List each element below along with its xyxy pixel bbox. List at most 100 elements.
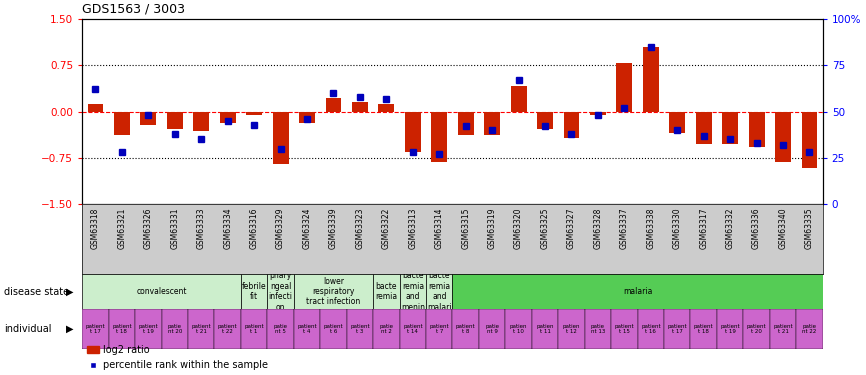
Text: patie
nt 5: patie nt 5 bbox=[274, 324, 288, 334]
Bar bbox=[378, 104, 394, 112]
Text: patient
t 7: patient t 7 bbox=[430, 324, 449, 334]
Text: GSM63331: GSM63331 bbox=[171, 208, 179, 249]
Text: GSM63328: GSM63328 bbox=[593, 208, 603, 249]
Text: GSM63332: GSM63332 bbox=[726, 208, 734, 249]
Text: GSM63322: GSM63322 bbox=[382, 208, 391, 249]
Bar bbox=[458, 112, 474, 135]
Bar bbox=[326, 98, 341, 112]
Bar bbox=[722, 112, 738, 144]
Text: febrile
fit: febrile fit bbox=[242, 282, 267, 301]
Text: GSM63333: GSM63333 bbox=[197, 208, 206, 249]
Text: patient
t 20: patient t 20 bbox=[746, 324, 766, 334]
Bar bbox=[717, 309, 743, 349]
Text: patient
t 17: patient t 17 bbox=[668, 324, 687, 334]
Bar bbox=[135, 309, 162, 349]
Text: bacte
remia
and
menin: bacte remia and menin bbox=[401, 272, 425, 312]
Bar bbox=[770, 309, 796, 349]
Bar bbox=[346, 309, 373, 349]
Text: patien
t 12: patien t 12 bbox=[563, 324, 580, 334]
Bar bbox=[664, 309, 690, 349]
Text: patient
t 21: patient t 21 bbox=[191, 324, 211, 334]
Text: patient
t 16: patient t 16 bbox=[641, 324, 661, 334]
Bar bbox=[452, 274, 823, 309]
Bar bbox=[215, 309, 241, 349]
Text: GSM63339: GSM63339 bbox=[329, 208, 338, 249]
Bar bbox=[484, 112, 500, 135]
Bar bbox=[775, 112, 791, 162]
Text: GSM63326: GSM63326 bbox=[144, 208, 153, 249]
Text: patient
t 17: patient t 17 bbox=[86, 324, 106, 334]
Bar bbox=[690, 309, 717, 349]
Bar bbox=[405, 112, 421, 152]
Bar bbox=[590, 112, 606, 115]
Text: GSM63317: GSM63317 bbox=[699, 208, 708, 249]
Bar bbox=[87, 104, 103, 112]
Text: GSM63340: GSM63340 bbox=[779, 208, 787, 249]
Text: patient
t 18: patient t 18 bbox=[694, 324, 714, 334]
Bar bbox=[431, 112, 447, 162]
Text: GSM63327: GSM63327 bbox=[567, 208, 576, 249]
Bar bbox=[511, 86, 527, 112]
Text: bacte
remia: bacte remia bbox=[375, 282, 397, 301]
Bar bbox=[273, 112, 288, 164]
Text: GSM63319: GSM63319 bbox=[488, 208, 496, 249]
Text: GSM63330: GSM63330 bbox=[673, 208, 682, 249]
Bar bbox=[373, 274, 399, 309]
Bar bbox=[643, 46, 659, 112]
Text: GSM63338: GSM63338 bbox=[646, 208, 656, 249]
Bar bbox=[162, 309, 188, 349]
Bar bbox=[167, 112, 183, 129]
Bar bbox=[188, 309, 215, 349]
Text: GSM63321: GSM63321 bbox=[118, 208, 126, 249]
Bar bbox=[294, 274, 373, 309]
Text: GDS1563 / 3003: GDS1563 / 3003 bbox=[82, 2, 185, 15]
Text: patient
t 19: patient t 19 bbox=[721, 324, 740, 334]
Bar bbox=[220, 112, 236, 123]
Text: malaria: malaria bbox=[623, 287, 652, 296]
Bar bbox=[241, 274, 268, 309]
Bar bbox=[669, 112, 685, 133]
Bar bbox=[373, 309, 399, 349]
Text: GSM63315: GSM63315 bbox=[462, 208, 470, 249]
Bar bbox=[559, 309, 585, 349]
Text: patient
t 22: patient t 22 bbox=[218, 324, 237, 334]
Text: patient
t 6: patient t 6 bbox=[324, 324, 343, 334]
Bar bbox=[617, 63, 632, 112]
Bar bbox=[399, 309, 426, 349]
Bar bbox=[585, 309, 611, 349]
Text: GSM63320: GSM63320 bbox=[514, 208, 523, 249]
Bar bbox=[320, 309, 346, 349]
Bar bbox=[537, 112, 553, 129]
Text: bacte
remia
and
malari: bacte remia and malari bbox=[427, 272, 451, 312]
Text: GSM63336: GSM63336 bbox=[752, 208, 761, 249]
Bar bbox=[352, 102, 368, 112]
Bar bbox=[564, 112, 579, 138]
Text: ▶: ▶ bbox=[66, 324, 74, 334]
Bar bbox=[82, 309, 109, 349]
Bar bbox=[268, 274, 294, 309]
Bar bbox=[426, 274, 452, 309]
Text: phary
ngeal
infecti
on: phary ngeal infecti on bbox=[268, 272, 293, 312]
Text: GSM63313: GSM63313 bbox=[409, 208, 417, 249]
Bar bbox=[637, 309, 664, 349]
Text: GSM63334: GSM63334 bbox=[223, 208, 232, 249]
Text: patient
t 19: patient t 19 bbox=[139, 324, 158, 334]
Text: GSM63324: GSM63324 bbox=[302, 208, 312, 249]
Text: patient
t 18: patient t 18 bbox=[112, 324, 132, 334]
Text: patie
nt 2: patie nt 2 bbox=[379, 324, 393, 334]
Bar bbox=[748, 112, 765, 147]
Text: patient
t 1: patient t 1 bbox=[244, 324, 264, 334]
Text: patient
t 21: patient t 21 bbox=[773, 324, 793, 334]
Text: patient
t 15: patient t 15 bbox=[615, 324, 634, 334]
Text: GSM63316: GSM63316 bbox=[249, 208, 259, 249]
Legend: log2 ratio, percentile rank within the sample: log2 ratio, percentile rank within the s… bbox=[87, 345, 268, 370]
Bar bbox=[82, 274, 241, 309]
Text: lower
respiratory
tract infection: lower respiratory tract infection bbox=[307, 277, 360, 306]
Text: GSM63314: GSM63314 bbox=[435, 208, 443, 249]
Bar bbox=[299, 112, 315, 123]
Text: GSM63323: GSM63323 bbox=[355, 208, 365, 249]
Text: patient
t 14: patient t 14 bbox=[403, 324, 423, 334]
Text: patient
t 8: patient t 8 bbox=[456, 324, 475, 334]
Text: patien
t 10: patien t 10 bbox=[510, 324, 527, 334]
Text: convalescent: convalescent bbox=[136, 287, 187, 296]
